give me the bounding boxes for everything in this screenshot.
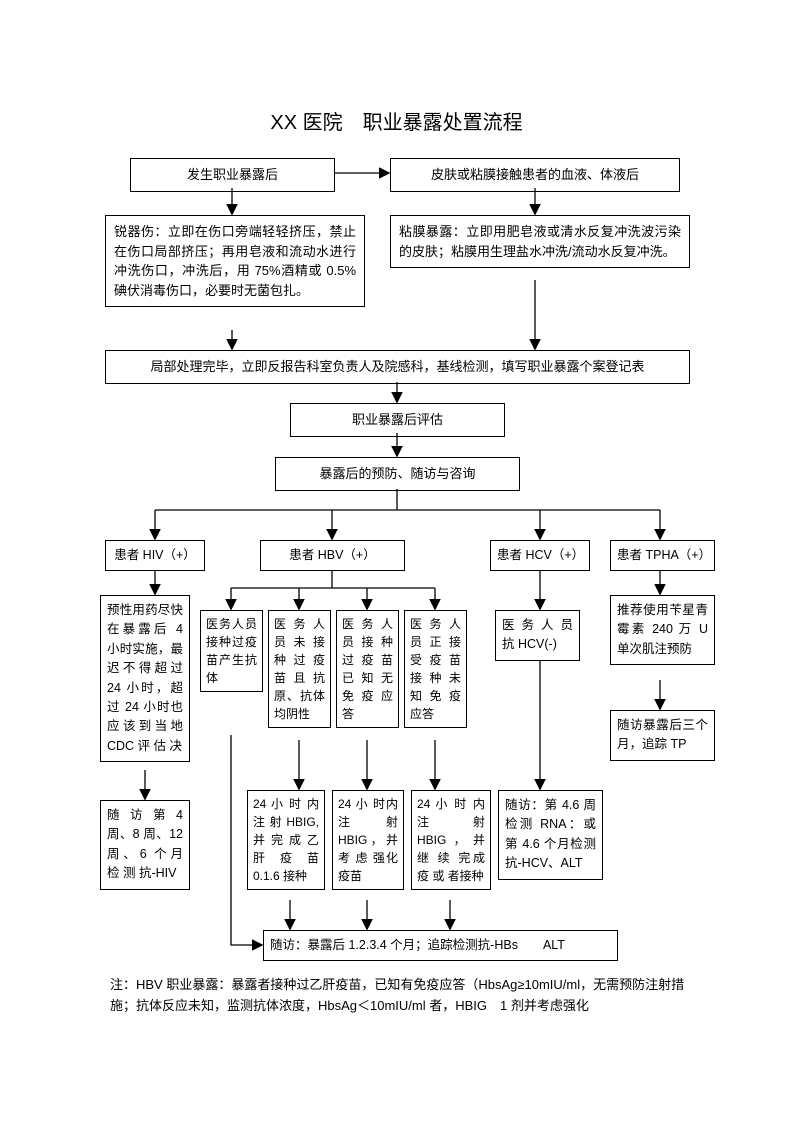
page-title: XX 医院 职业暴露处置流程 — [0, 106, 793, 135]
node-start-exposure: 发生职业暴露后 — [130, 158, 335, 192]
branch-hcv: 患者 HCV（+） — [490, 540, 590, 571]
hcv-followup: 随访：第 4.6 周检测 RNA：或第 4.6 个月检测抗-HCV、ALT — [498, 790, 603, 880]
hbv-action-c: 24 小 时内 注 射HBIG，并考 虑 强化疫苗 — [332, 790, 404, 890]
node-assessment: 职业暴露后评估 — [290, 403, 505, 437]
hcv-staff-neg: 医 务 人 员抗 HCV(-) — [495, 610, 580, 661]
hiv-prophylaxis: 预性用药尽快在暴露后 4 小时实施，最迟不得超过 24 小时，超过 24 小时也… — [100, 595, 190, 762]
node-skin-mucosa: 皮肤或粘膜接触患者的血液、体液后 — [390, 158, 680, 192]
hbv-action-d: 24 小 时 内注 射 HBIG，并 继 续 完成 疫 或 者接种 — [411, 790, 491, 890]
tpha-followup: 随访暴露后三个月，追踪 TP — [610, 710, 715, 761]
node-prevention-followup: 暴露后的预防、随访与咨询 — [275, 457, 520, 491]
hbv-vaccinated-nonresponder: 医 务 人员 接 种过 疫 苗已 知 无免 疫 应答 — [336, 610, 399, 728]
hbv-unvaccinated-neg: 医 务 人员 未 接种 过 疫苗 且 抗原、抗体均阴性 — [268, 610, 331, 728]
tpha-prophylaxis: 推荐使用苄星青霉素 240 万 U 单次肌注预防 — [610, 595, 715, 665]
node-report: 局部处理完毕，立即反报告科室负责人及院感科，基线检测，填写职业暴露个案登记表 — [105, 350, 690, 384]
hbv-vaccinated-antibody: 医务人员接种过疫苗产生抗体 — [200, 610, 263, 692]
hbv-followup: 随访：暴露后 1.2.3.4 个月；追踪检测抗-HBs ALT — [263, 930, 618, 961]
node-mucosa-exposure: 粘膜暴露：立即用肥皂液或清水反复冲洗波污染的皮肤；粘膜用生理盐水冲洗/流动水反复… — [390, 215, 690, 268]
hbv-vaccinating-unknown: 医 务 人员 正 接受 疫 苗接 种 未知 免 疫应答 — [404, 610, 467, 728]
node-sharps-injury: 锐器伤：立即在伤口旁端轻轻挤压，禁止在伤口局部挤压；再用皂液和流动水进行冲洗伤口… — [105, 215, 365, 307]
branch-hbv: 患者 HBV（+） — [260, 540, 405, 571]
hiv-followup: 随 访 第 4 周、8 周、12 周、6 个月 检 测 抗-HIV — [100, 800, 190, 890]
branch-tpha: 患者 TPHA（+） — [610, 540, 715, 571]
branch-hiv: 患者 HIV（+） — [105, 540, 205, 571]
footnote: 注：HBV 职业暴露：暴露者接种过乙肝疫苗，已知有免疫应答（HbsAg≥10mI… — [110, 975, 690, 1017]
hbv-action-b: 24 小 时 内注 射 HBIG,并 完 成 乙肝 疫 苗0.1.6 接种 — [247, 790, 325, 890]
